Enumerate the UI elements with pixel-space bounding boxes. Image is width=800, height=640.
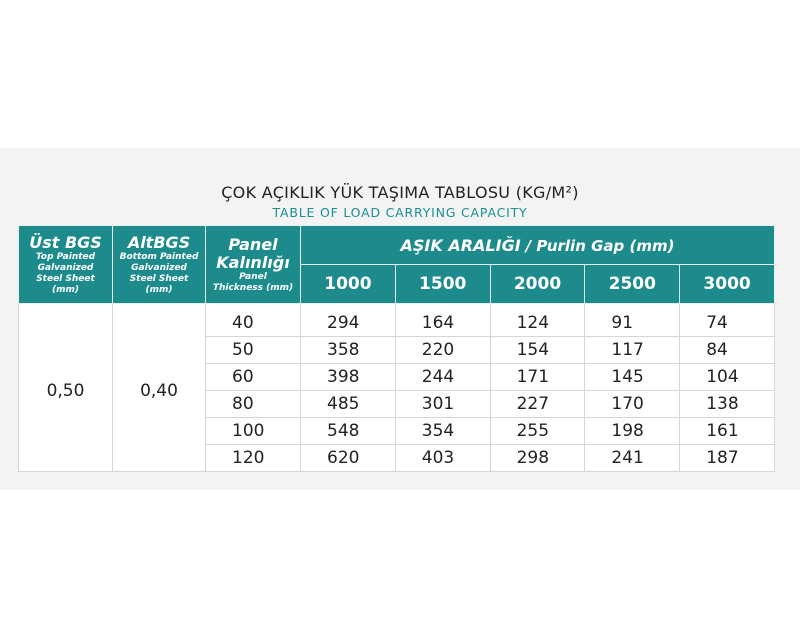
thickness: 80 bbox=[205, 390, 301, 418]
load: 171 bbox=[489, 363, 586, 391]
data-row: 100 548 354 255 198 161 bbox=[19, 417, 775, 445]
gap-value: 1500 bbox=[394, 264, 491, 304]
load: 241 bbox=[584, 444, 681, 472]
load: 548 bbox=[300, 417, 396, 445]
load: 161 bbox=[679, 417, 775, 445]
load: 298 bbox=[489, 444, 586, 472]
load: 244 bbox=[394, 363, 491, 391]
column-header: Panel Kalınlığı Panel Thickness (mm) bbox=[205, 225, 301, 304]
data-row: 50 358 220 154 117 84 bbox=[19, 336, 775, 364]
gap-value: 3000 bbox=[679, 264, 775, 304]
column-subtitle: (mm) bbox=[52, 284, 79, 295]
header-row: Üst BGS Top Painted Galvanized Steel Sheet(… bbox=[18, 225, 775, 304]
thickness: 60 bbox=[205, 363, 301, 391]
title: ÇOK AÇIKLIK YÜK TAŞIMA TABLOSU (KG/M²) bbox=[221, 183, 579, 202]
load: 398 bbox=[300, 363, 396, 391]
data-row: 60 398 244 171 145 104 bbox=[19, 363, 775, 391]
load: 403 bbox=[394, 444, 491, 472]
load: 104 bbox=[679, 363, 775, 391]
data-row: 80 485 301 227 170 138 bbox=[19, 390, 775, 418]
gap-value: 1000 bbox=[300, 264, 396, 304]
column-subtitle: Panel bbox=[239, 271, 267, 282]
load: 198 bbox=[584, 417, 681, 445]
bottom-sheet: 0,40 bbox=[112, 303, 206, 472]
load: 74 bbox=[679, 303, 775, 337]
column-title: Kalınlığı bbox=[216, 252, 290, 272]
load: 485 bbox=[300, 390, 396, 418]
load-table: Üst BGS Top Painted Galvanized Steel Sheet(… bbox=[18, 225, 775, 472]
thickness: 120 bbox=[205, 444, 301, 472]
gap-value: 2000 bbox=[489, 264, 586, 304]
load: 138 bbox=[679, 390, 775, 418]
load: 294 bbox=[300, 303, 396, 337]
column-title: Üst BGS bbox=[29, 232, 102, 252]
column-subtitle: Top Painted bbox=[35, 251, 96, 262]
data-row: 0,50 0,40 40 294 164 124 91 74 bbox=[18, 303, 775, 472]
gap-header: AŞIK ARALIĞI / Purlin Gap (mm) bbox=[300, 225, 775, 265]
load: 620 bbox=[300, 444, 396, 472]
load: 255 bbox=[489, 417, 586, 445]
load: 227 bbox=[489, 390, 586, 418]
gap-value: 2500 bbox=[584, 264, 681, 304]
load: 170 bbox=[584, 390, 681, 418]
column-subtitle: (mm) bbox=[145, 284, 173, 295]
load: 91 bbox=[584, 303, 681, 337]
thickness: 40 bbox=[205, 303, 301, 337]
thickness: 50 bbox=[205, 336, 301, 364]
column-subtitle: Bottom Painted bbox=[119, 251, 199, 262]
load: 164 bbox=[394, 303, 491, 337]
load: 358 bbox=[300, 336, 396, 364]
column-header: AltBGS Bottom Painted Galvanized Steel Shee… bbox=[112, 225, 206, 304]
load: 187 bbox=[679, 444, 775, 472]
load: 354 bbox=[394, 417, 491, 445]
load: 301 bbox=[394, 390, 491, 418]
subtitle: TABLE OF LOAD CARRYING CAPACITY bbox=[272, 205, 528, 220]
column-subtitle: Thickness (mm) bbox=[212, 282, 294, 293]
load: 145 bbox=[584, 363, 681, 391]
header-row: 1000 1500 2000 2500 3000 bbox=[19, 264, 775, 304]
load: 154 bbox=[489, 336, 586, 364]
gap-title: AŞIK ARALIĞI bbox=[400, 235, 521, 255]
column-title: Panel bbox=[228, 234, 278, 254]
load: 84 bbox=[679, 336, 775, 364]
load: 220 bbox=[394, 336, 491, 364]
top-sheet: 0,50 bbox=[18, 303, 113, 472]
load: 117 bbox=[584, 336, 681, 364]
column-subtitle: Steel Sheet bbox=[129, 273, 189, 284]
column-header: Üst BGS Top Painted Galvanized Steel Sheet(… bbox=[18, 225, 113, 304]
gap-subtitle: / Purlin Gap (mm) bbox=[525, 236, 675, 255]
data-row: 120 620 403 298 241 187 bbox=[19, 444, 775, 472]
column-subtitle: Galvanized bbox=[37, 262, 94, 273]
column-subtitle: Steel Sheet bbox=[36, 273, 95, 284]
column-title: AltBGS bbox=[127, 232, 191, 252]
load: 124 bbox=[489, 303, 586, 337]
thickness: 100 bbox=[205, 417, 301, 445]
column-subtitle: Galvanized bbox=[131, 262, 187, 273]
